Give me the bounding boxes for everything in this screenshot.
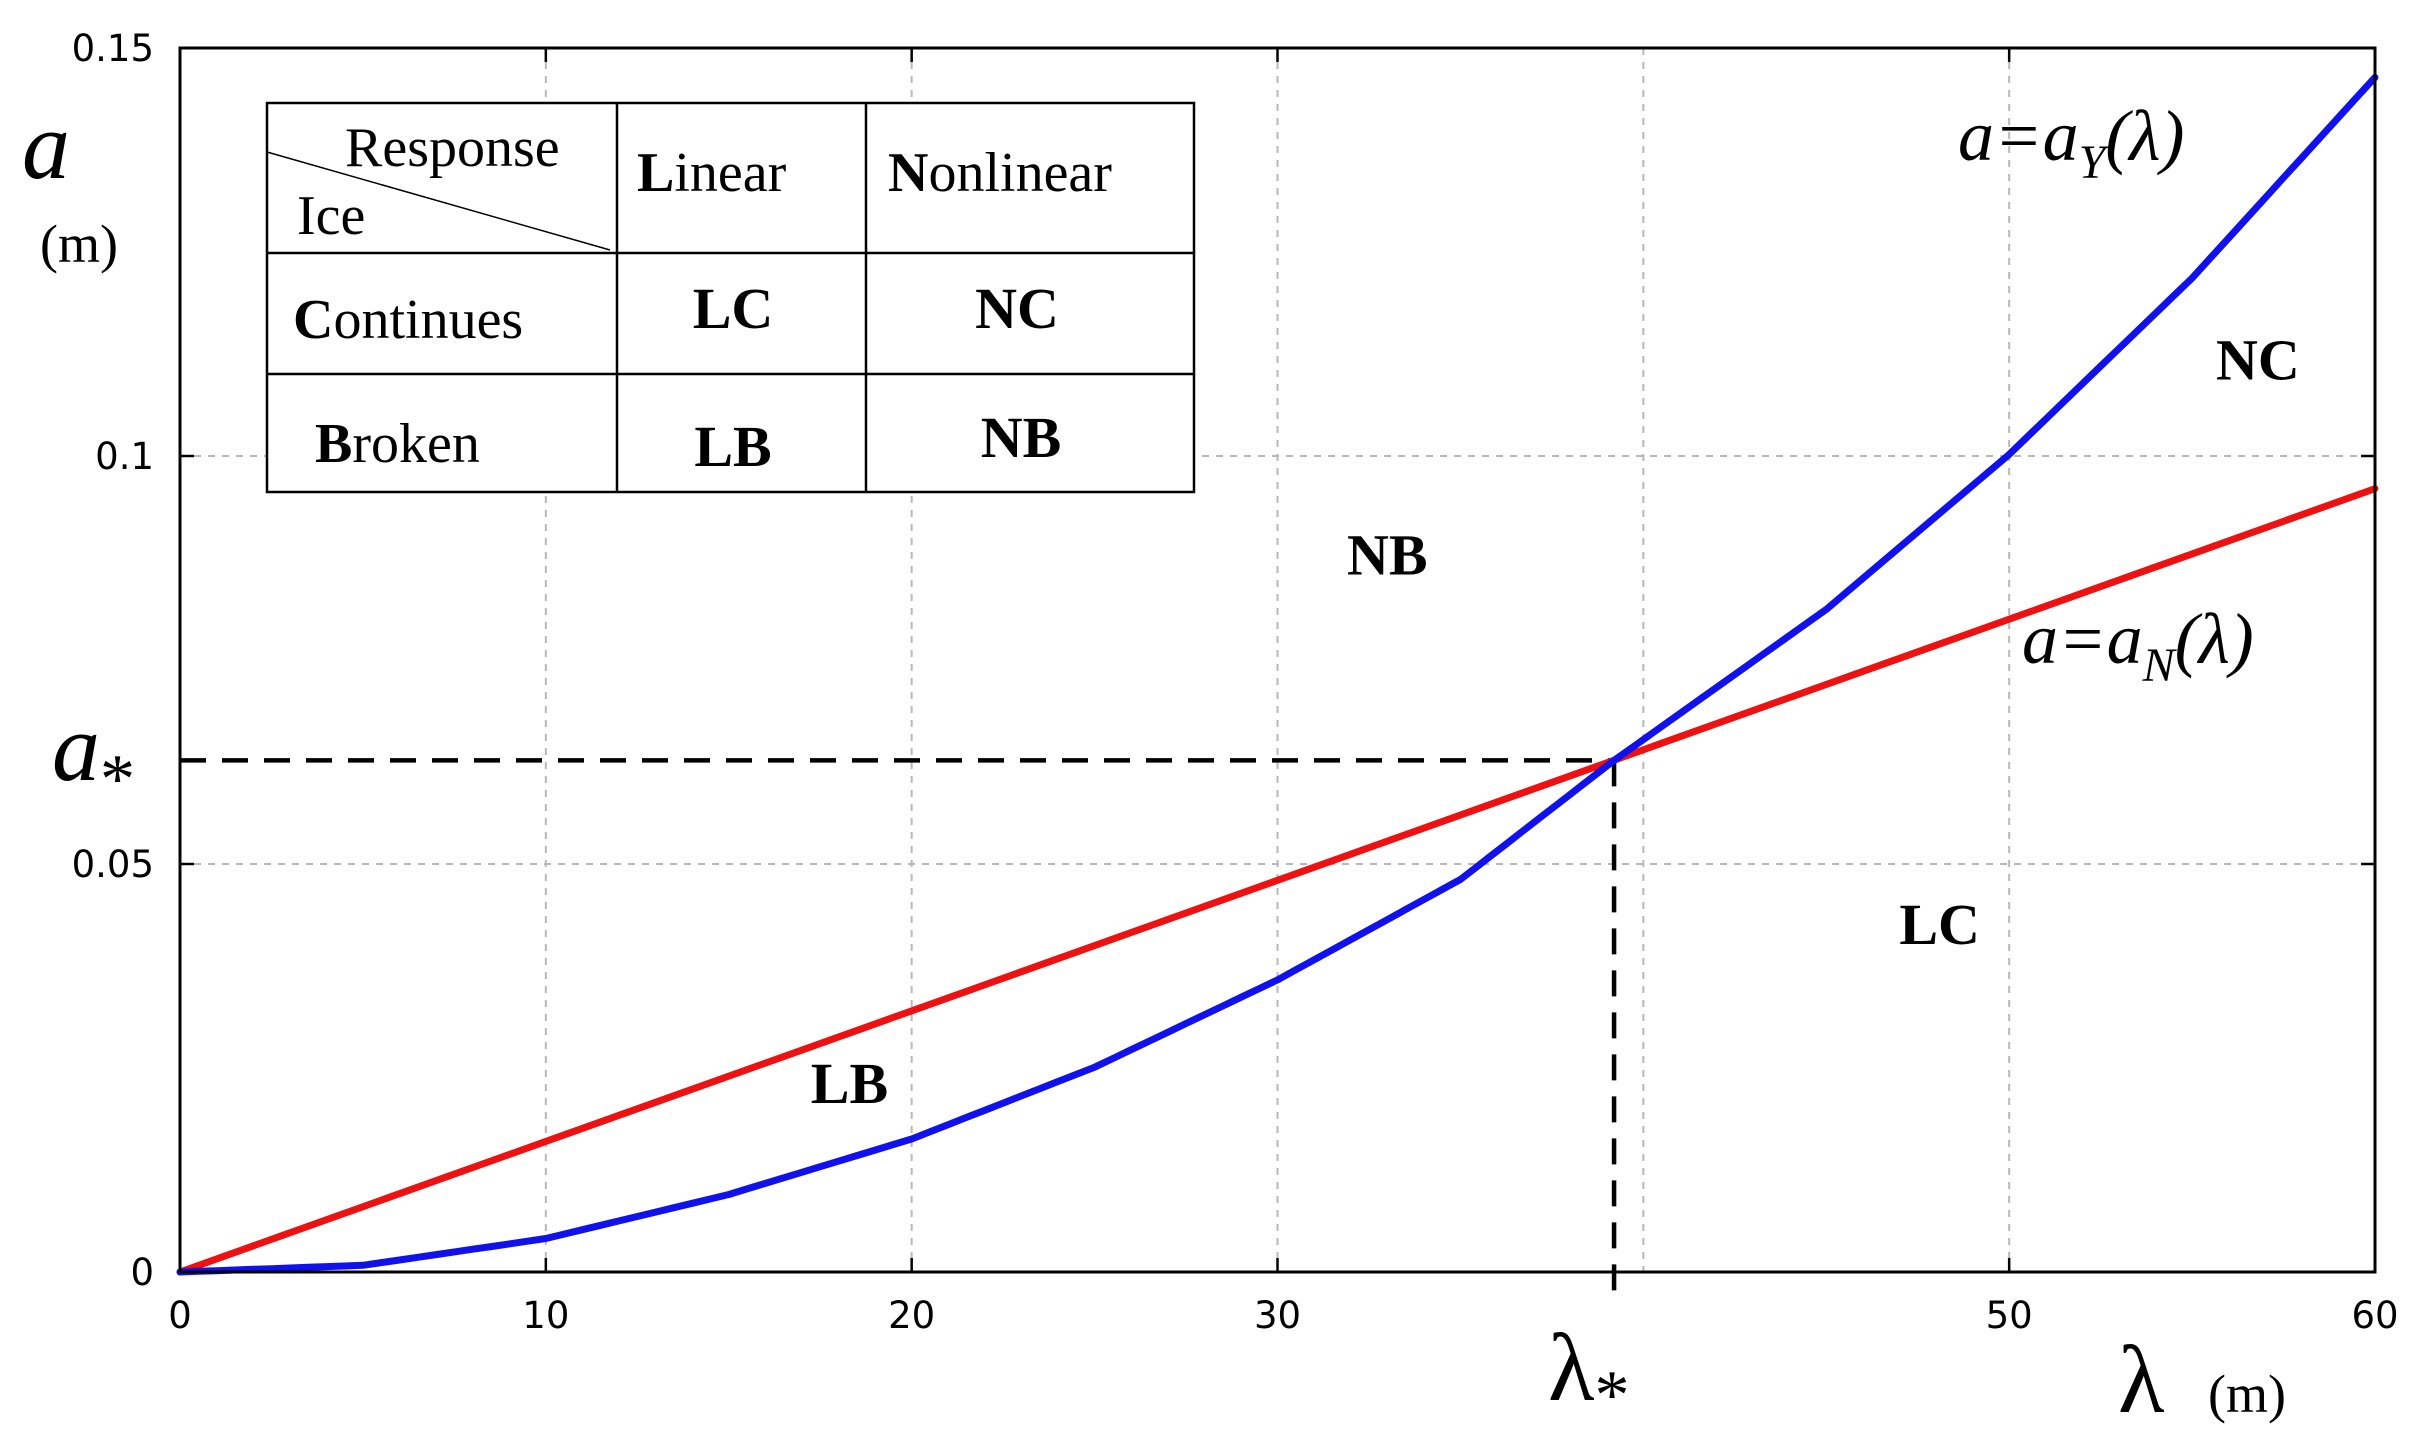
y-tick-label: 0.15	[72, 27, 154, 70]
legend-corner-bottom: Ice	[297, 185, 365, 247]
region-label-lc: LC	[1899, 892, 1980, 957]
critical-guides	[180, 758, 1617, 1292]
series-label-an: a=aN(λ)	[2022, 599, 2254, 692]
legend-cell-nc: NC	[975, 276, 1059, 341]
x-tick-label: 20	[888, 1294, 935, 1337]
region-label-lb: LB	[811, 1051, 888, 1116]
series-line-an	[176, 485, 2379, 1276]
y-axis-unit: (m)	[40, 214, 118, 274]
legend-row-continues: Continues	[293, 289, 523, 351]
x-tick-label: 60	[2351, 1294, 2398, 1337]
region-labels: NB NC LC LB	[811, 327, 2300, 1116]
region-label-nb: NB	[1347, 522, 1428, 587]
legend-row-broken: Broken	[315, 413, 480, 475]
legend-table-diagonal	[266, 151, 611, 251]
y-axis-symbol: a	[22, 92, 70, 199]
legend-corner-top: Response	[345, 117, 560, 179]
region-label-nc: NC	[2216, 327, 2300, 392]
critical-y-label: a*	[52, 694, 135, 818]
legend-col-nonlinear: Nonlinear	[888, 142, 1112, 204]
legend-cell-nb: NB	[981, 405, 1062, 470]
legend-table-border	[265, 101, 1196, 494]
series-line-ay	[176, 73, 2379, 1276]
y-tick-label: 0.1	[95, 435, 154, 478]
legend-cell-lc: LC	[693, 276, 774, 341]
tick-labels: 0 10 20 30 50 60 0 0.05 0.1 0.15	[72, 27, 2399, 1337]
y-tick-label: 0.05	[72, 843, 154, 886]
x-axis-symbol: λ	[2118, 1326, 2165, 1433]
x-tick-label: 50	[1986, 1294, 2033, 1337]
series-label-ay: a=aY(λ)	[1958, 96, 2184, 189]
series-group	[176, 73, 2379, 1276]
x-tick-label: 30	[1254, 1294, 1301, 1337]
x-axis-unit: (m)	[2208, 1364, 2286, 1424]
critical-x-label: λ*	[1548, 1314, 1630, 1434]
y-tick-label: 0	[130, 1251, 154, 1294]
legend-cell-lb: LB	[694, 414, 771, 479]
x-tick-label: 10	[522, 1294, 569, 1337]
legend-table: Response Ice Linear Nonlinear Continues …	[265, 101, 1196, 494]
legend-col-linear: Linear	[637, 142, 787, 204]
x-tick-label: 0	[168, 1294, 192, 1337]
